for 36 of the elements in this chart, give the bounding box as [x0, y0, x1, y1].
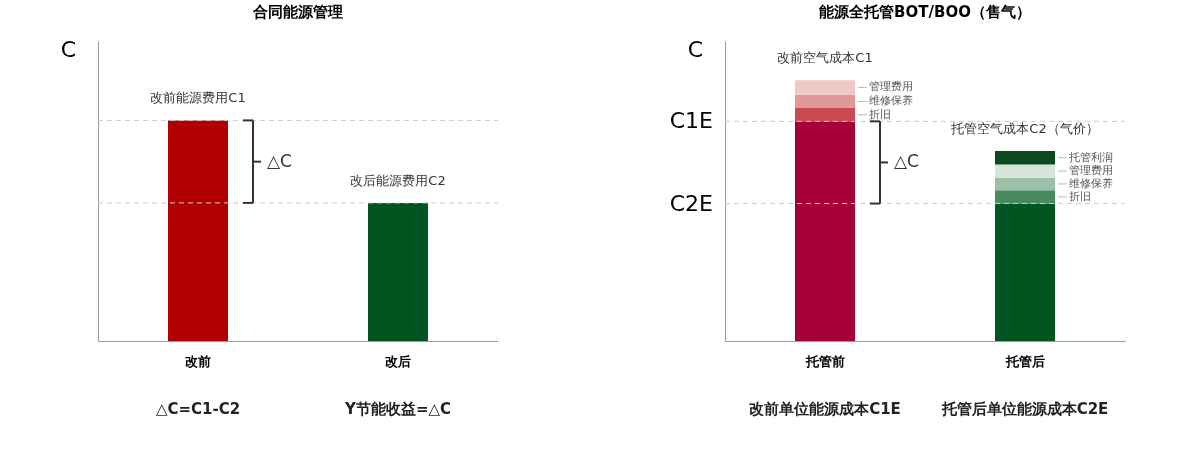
bar [995, 190, 1055, 204]
bar [995, 203, 1055, 341]
text: 托管后单位能源成本C2E [940, 400, 1109, 418]
y-axis-title: C [60, 36, 77, 62]
annotation: 改前能源费用C1 [150, 90, 246, 106]
bar [995, 151, 1055, 165]
annotation: △C [894, 151, 919, 172]
text: △C=C1-C2 [155, 400, 241, 418]
bar [795, 121, 855, 341]
annotation: 改前空气成本C1 [777, 50, 873, 66]
x-tick-label: 托管前 [804, 353, 845, 369]
series-label: 折旧 [869, 107, 891, 121]
bar [995, 164, 1055, 178]
y-axis-title: C [687, 36, 704, 62]
series-label: 管理费用 [869, 80, 913, 94]
series-label: 托管利润 [1068, 150, 1113, 164]
ref-line-label: C1E [669, 108, 713, 134]
chart-title: 合同能源管理 [252, 3, 343, 21]
series-label: 维修保养 [869, 94, 913, 108]
text: Y节能收益=△C [344, 400, 451, 418]
text: 折旧 [1069, 189, 1091, 203]
bar [795, 80, 855, 95]
annotation: 托管空气成本C2（气价） [950, 121, 1099, 137]
bar [795, 108, 855, 122]
x-tick-label: 托管后 [1004, 353, 1045, 369]
bar [795, 94, 855, 109]
text: 管理费用 [1069, 164, 1113, 178]
bar [995, 177, 1055, 191]
annotation: 改后能源费用C2 [350, 172, 446, 188]
text: 改前单位能源成本C1E [749, 400, 901, 418]
text: 维修保养 [1069, 176, 1113, 190]
chart-title: 能源全托管BOT/BOO（售气） [819, 3, 1031, 21]
x-tick-label: 改后 [385, 353, 411, 369]
ref-line-label: C2E [669, 190, 713, 216]
annotation: △C [267, 150, 292, 171]
x-tick-label: 改前 [185, 353, 211, 369]
